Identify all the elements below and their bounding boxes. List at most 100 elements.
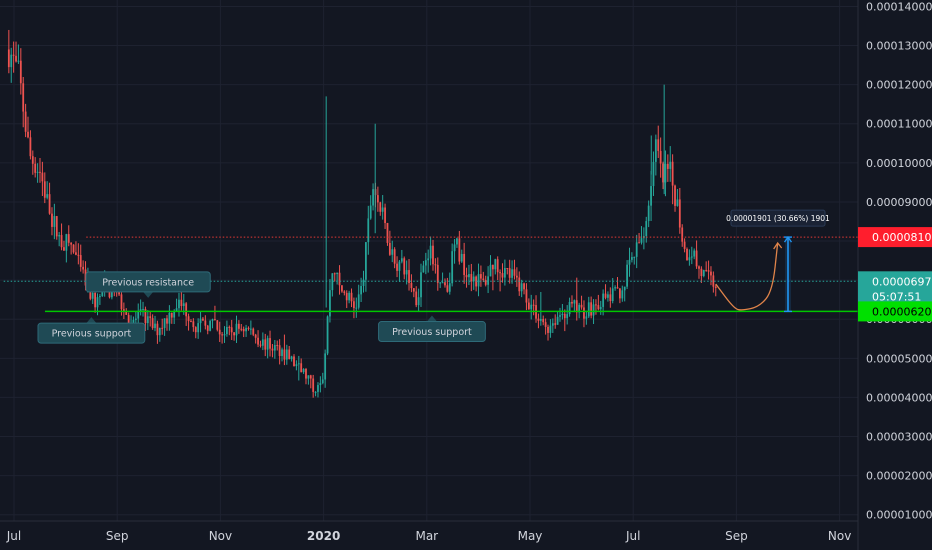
candle-body	[400, 258, 403, 262]
candle-body	[254, 334, 257, 338]
annotation-box[interactable]	[85, 271, 211, 293]
candle-body	[158, 327, 161, 336]
candle-body	[240, 328, 243, 330]
time-tick-label: Sep	[106, 529, 129, 543]
candle-body	[7, 49, 10, 68]
candle-body	[60, 235, 63, 248]
candle-body	[34, 163, 37, 173]
candle-body	[441, 282, 444, 284]
candle-body	[65, 234, 68, 251]
horizontal-levels	[3, 236, 858, 313]
candle-body	[319, 383, 322, 386]
candle-body	[211, 319, 214, 321]
candle-body	[439, 282, 442, 284]
candle-body	[602, 293, 605, 307]
candle-body	[695, 250, 698, 267]
candle-body	[525, 289, 528, 303]
candle-body	[678, 199, 681, 228]
candle-body	[422, 265, 425, 273]
candle-body	[182, 303, 185, 307]
candle-body	[22, 83, 25, 112]
candle-body	[163, 318, 166, 328]
candle-body	[350, 292, 353, 302]
time-tick-label: Jul	[625, 529, 640, 543]
candle-body	[144, 308, 147, 324]
price-badge-label: 05:07:51	[872, 290, 921, 303]
price-tick-label: 0.00014000	[866, 0, 932, 13]
candle-body	[551, 323, 554, 326]
candle-body	[458, 238, 461, 262]
time-axis[interactable]: Jul Sep Nov 2020 Mar May Jul Sep Nov	[6, 529, 852, 543]
candle-body	[652, 161, 655, 187]
candle-body	[681, 227, 684, 242]
candle-body	[273, 345, 276, 351]
candle-body	[237, 323, 240, 329]
candle-body	[216, 320, 219, 330]
candle-body	[662, 163, 664, 183]
candle-body	[24, 111, 27, 132]
candle-body	[278, 345, 281, 356]
candle-body	[235, 323, 238, 336]
candle-body	[360, 286, 363, 295]
price-badge	[858, 286, 932, 307]
candle-body	[547, 326, 549, 333]
candle-body	[233, 332, 235, 336]
candle-body	[456, 238, 458, 245]
candle-body	[101, 289, 104, 297]
candle-body	[63, 247, 65, 251]
price-badge-label: 0.00006200	[872, 305, 932, 318]
candle-body	[379, 202, 382, 212]
candle-body	[72, 244, 75, 253]
candle-body	[276, 345, 279, 347]
candle-body	[326, 316, 329, 354]
projection-path[interactable]	[715, 242, 779, 311]
candle-body	[575, 300, 578, 313]
candle-body	[202, 318, 204, 321]
candle-body	[638, 242, 640, 244]
candle-body	[10, 54, 13, 68]
candle-body	[432, 245, 434, 265]
candle-body	[659, 150, 662, 164]
candle-body	[369, 205, 372, 219]
candle-body	[31, 156, 34, 164]
candle-body	[226, 326, 228, 335]
candle-body	[470, 274, 473, 282]
measure-arrowhead	[783, 235, 793, 243]
annotation-box[interactable]	[378, 321, 486, 343]
candle-body	[544, 322, 547, 327]
candle-body	[362, 279, 365, 287]
candle-body	[393, 249, 396, 264]
candle-body	[79, 255, 82, 267]
candle-body	[43, 181, 46, 198]
candle-body	[503, 268, 506, 278]
price-badge	[858, 227, 932, 248]
candle-body	[669, 161, 672, 169]
candle-body	[492, 264, 494, 270]
candle-body	[180, 299, 183, 307]
candle-body	[403, 258, 406, 275]
measure-label-box	[730, 209, 826, 227]
candle-body	[556, 316, 559, 325]
candle-body	[261, 339, 264, 346]
price-tick-label: 0.00013000	[866, 40, 932, 53]
candle-body	[364, 242, 367, 280]
candle-body	[607, 294, 609, 298]
candle-body	[173, 311, 176, 318]
candle-body	[489, 264, 492, 277]
measure-label: 0.00001901 (30.66%) 1901	[726, 214, 830, 223]
candle-body	[161, 327, 164, 329]
candle-body	[520, 283, 523, 292]
candle-body	[626, 264, 628, 287]
candle-body	[209, 320, 212, 331]
candle-body	[46, 194, 49, 198]
candle-body	[314, 391, 317, 393]
candle-body	[635, 242, 638, 257]
annotation-box[interactable]	[37, 322, 146, 344]
candle-body	[91, 292, 94, 299]
candle-body	[583, 307, 585, 319]
candle-body	[204, 320, 207, 326]
candle-body	[132, 319, 135, 324]
candle-body	[674, 185, 676, 206]
candle-body	[192, 321, 195, 328]
